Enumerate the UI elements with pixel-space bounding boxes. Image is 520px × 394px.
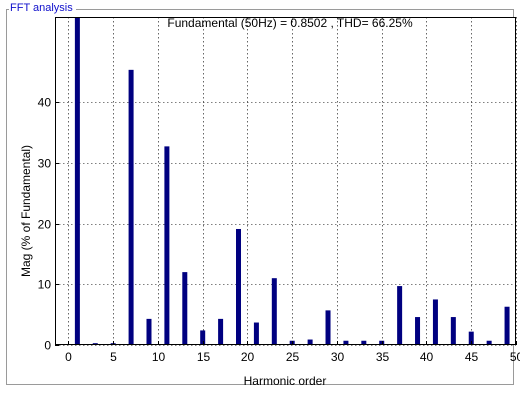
bar-harmonic-21: [253, 322, 259, 345]
bar-harmonic-47: [486, 340, 492, 345]
y-axis-label: Mag (% of Fundamental): [19, 145, 33, 277]
bar-harmonic-9: [146, 318, 152, 345]
x-tick-label: 45: [465, 350, 479, 364]
y-tick-label: 30: [38, 157, 52, 171]
x-tick-label: 15: [197, 350, 211, 364]
plot-area: [55, 17, 516, 345]
bar-harmonic-19: [236, 228, 242, 345]
y-tick-label: 20: [38, 218, 52, 232]
x-tick-label: 40: [420, 350, 434, 364]
chart-title: Fundamental (50Hz) = 0.8502 , THD= 66.25…: [167, 16, 413, 30]
bar-harmonic-17: [218, 318, 224, 345]
x-tick-label: 10: [152, 350, 166, 364]
bar-harmonic-33: [361, 340, 367, 345]
bar-harmonic-13: [182, 272, 188, 345]
y-axis-ticks: 0 10 20 30 40: [38, 96, 59, 353]
plot-frame: [55, 17, 516, 345]
y-tick-label: 0: [44, 339, 51, 353]
x-tick-label: 0: [65, 350, 72, 364]
panel-title: FFT analysis: [9, 2, 76, 15]
x-tick-label: 5: [110, 350, 117, 364]
bar-harmonic-7: [128, 69, 134, 345]
bar-harmonic-11: [164, 146, 170, 345]
bar-harmonic-43: [450, 317, 456, 345]
bar-harmonic-29: [325, 310, 331, 345]
x-axis-ticks: 0 5 10 15 20 25 30 35 40 45 50: [65, 341, 520, 364]
bar-series: [74, 17, 510, 345]
bar-harmonic-45: [468, 331, 474, 345]
bar-harmonic-41: [432, 299, 438, 345]
x-axis-label: Harmonic order: [244, 374, 327, 388]
x-tick-label: 35: [376, 350, 390, 364]
x-tick-label: 20: [241, 350, 255, 364]
bar-harmonic-35: [379, 340, 385, 345]
y-tick-label: 10: [38, 278, 52, 292]
bar-harmonic-39: [415, 317, 421, 345]
bar-harmonic-27: [307, 339, 313, 345]
bar-harmonic-1: [74, 17, 80, 345]
bar-harmonic-23: [271, 278, 277, 345]
x-tick-label: 50: [510, 350, 520, 364]
x-tick-label: 30: [331, 350, 345, 364]
x-tick-label: 25: [286, 350, 300, 364]
bar-harmonic-31: [343, 340, 349, 345]
bar-harmonic-37: [397, 286, 403, 345]
y-tick-label: 40: [38, 96, 52, 110]
bar-harmonic-49: [504, 306, 510, 345]
bar-harmonic-15: [200, 330, 206, 345]
